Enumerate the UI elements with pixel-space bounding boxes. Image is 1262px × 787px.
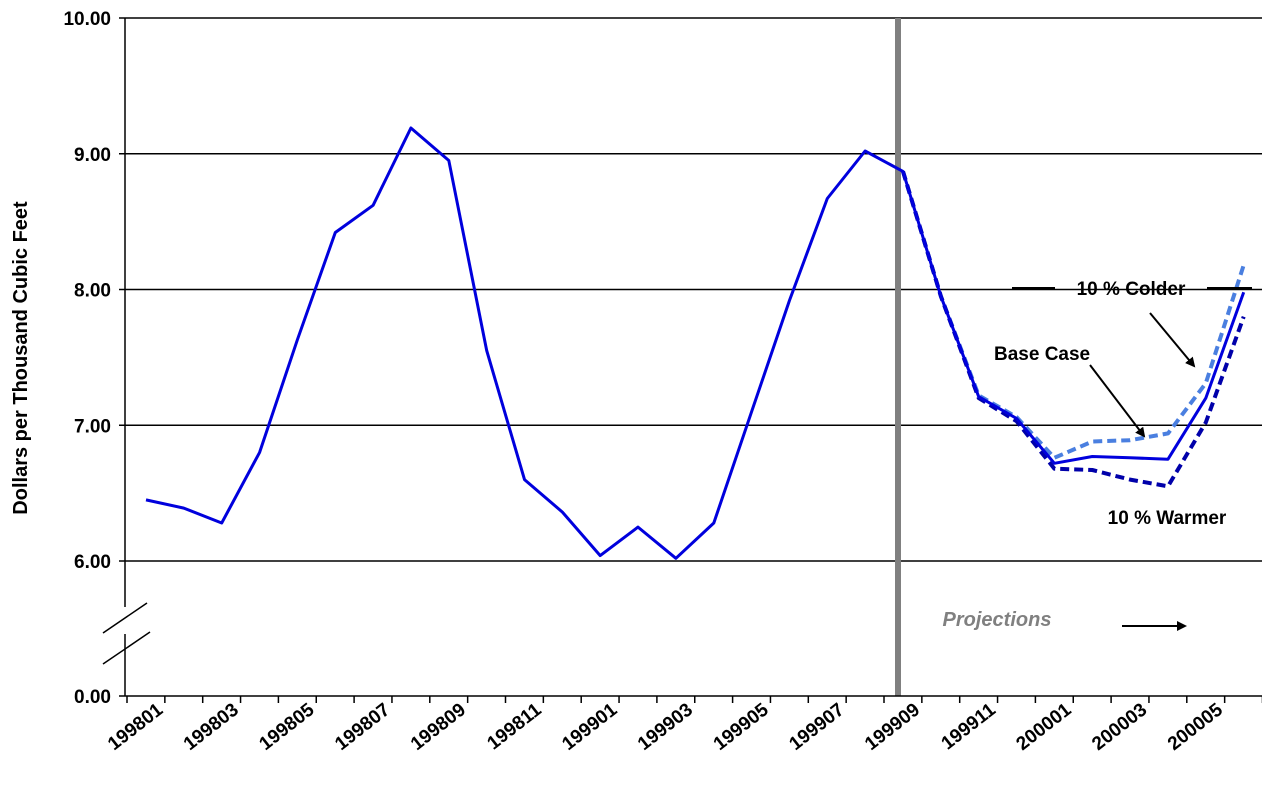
y-tick-label: 7.00 bbox=[74, 416, 111, 437]
y-axis-label: Dollars per Thousand Cubic Feet bbox=[10, 201, 32, 515]
colder-arrow bbox=[1149, 312, 1196, 368]
x-tick-label: 199903 bbox=[634, 699, 697, 755]
series-line-10-colder bbox=[901, 170, 1246, 460]
axis-break-mark bbox=[102, 631, 151, 665]
x-tick-label: 199911 bbox=[938, 699, 1000, 754]
x-tick-label: 199807 bbox=[331, 699, 394, 755]
x-tick-label: 199909 bbox=[861, 699, 924, 755]
x-tick-label: 200003 bbox=[1088, 699, 1151, 755]
x-tick-label: 199907 bbox=[785, 699, 848, 755]
y-tick-label: 6.00 bbox=[74, 552, 111, 573]
projections-label: Projections bbox=[943, 609, 1052, 631]
x-tick-label: 199801 bbox=[104, 699, 167, 755]
x-tick-label: 199809 bbox=[407, 699, 470, 755]
base-case-label: Base Case bbox=[994, 344, 1090, 365]
x-tick-label: 200001 bbox=[1013, 699, 1076, 755]
x-tick-label: 199803 bbox=[180, 699, 243, 755]
base-case-arrow bbox=[1089, 364, 1146, 438]
colder-label: 10 % Colder bbox=[1077, 279, 1186, 300]
x-tick-label: 199905 bbox=[710, 699, 773, 755]
x-tick-label: 199805 bbox=[256, 699, 319, 755]
axis-break-mark bbox=[102, 602, 148, 634]
y-tick-label: 0.00 bbox=[74, 687, 111, 708]
annotations: Dollars per Thousand Cubic Feet 10 % Col… bbox=[10, 201, 1252, 631]
gridlines bbox=[125, 17, 1262, 696]
series bbox=[145, 126, 1246, 560]
y-tick-label: 8.00 bbox=[74, 281, 111, 302]
warmer-label: 10 % Warmer bbox=[1108, 508, 1227, 529]
x-tick-label: 199811 bbox=[484, 699, 546, 754]
y-tick-label: 10.00 bbox=[63, 9, 111, 30]
y-tick-label: 9.00 bbox=[74, 145, 111, 166]
x-tick-label: 200005 bbox=[1164, 699, 1227, 755]
x-tick-label: 199901 bbox=[558, 699, 621, 755]
series-line-base-case bbox=[145, 126, 1246, 560]
